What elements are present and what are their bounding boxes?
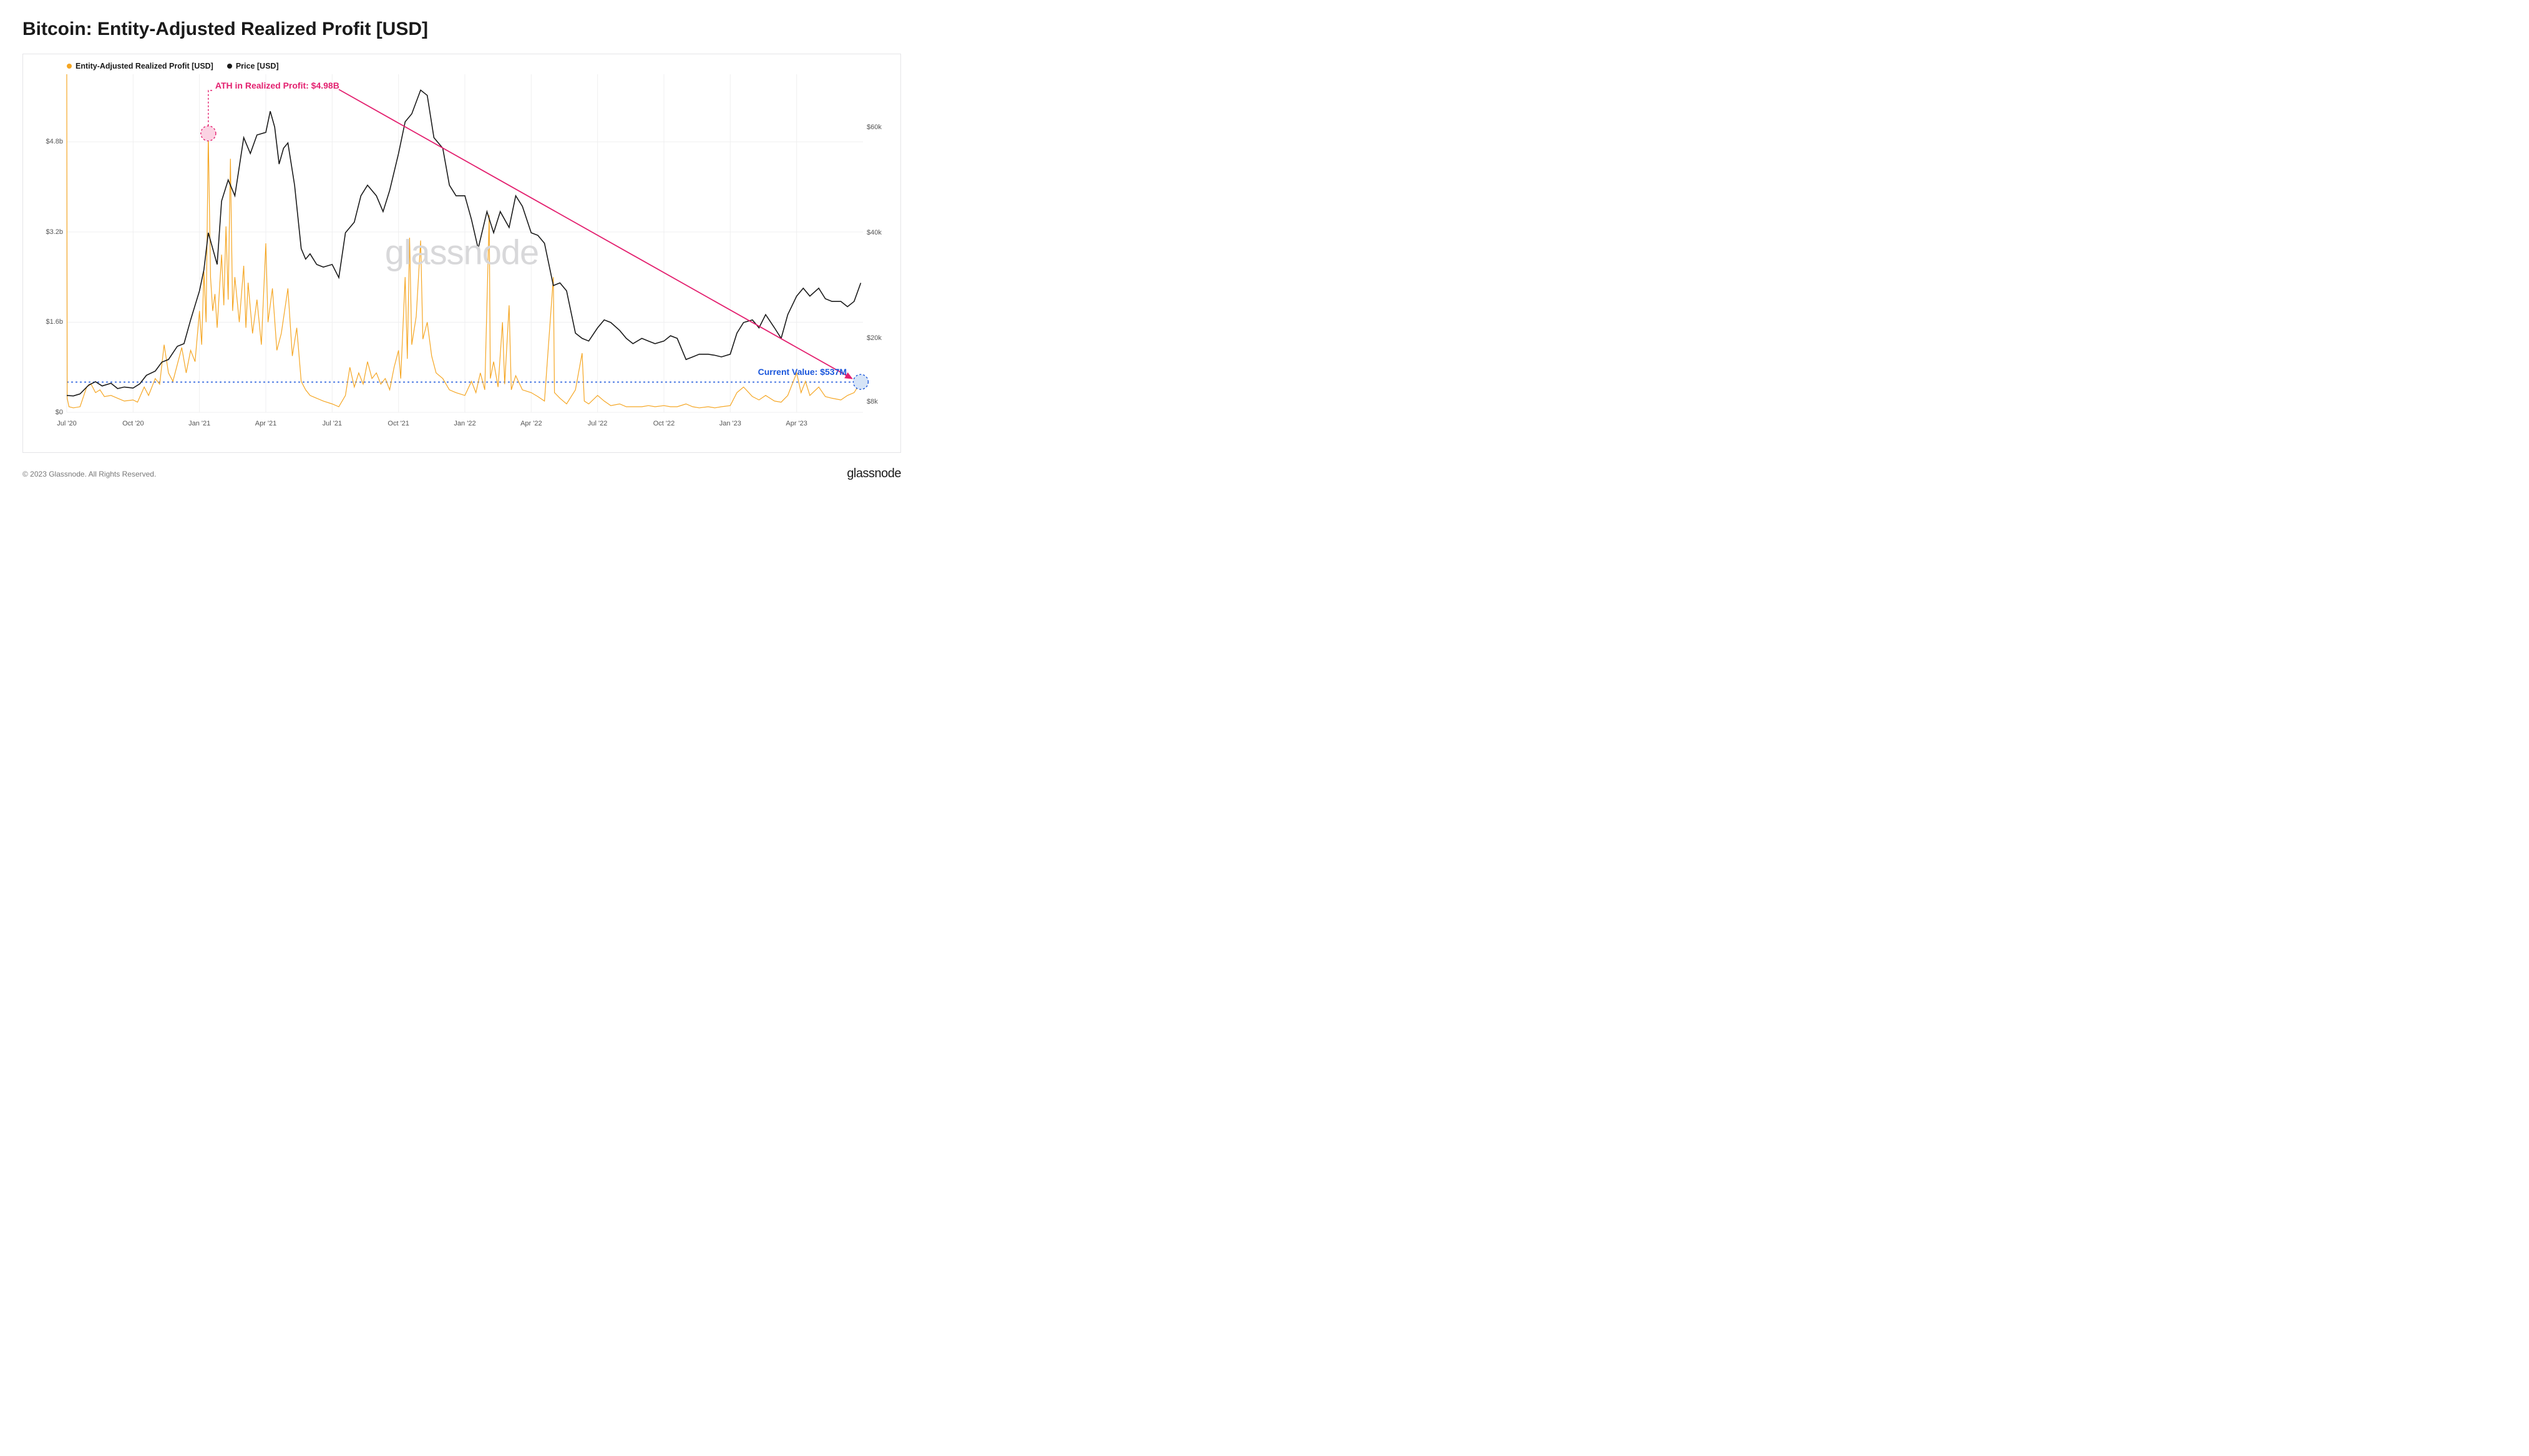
chart-frame: Entity-Adjusted Realized Profit [USD] Pr… xyxy=(22,54,901,453)
x-tick: Apr '22 xyxy=(520,420,542,427)
legend-label-price: Price [USD] xyxy=(236,62,279,70)
copyright: © 2023 Glassnode. All Rights Reserved. xyxy=(22,470,156,478)
current-marker xyxy=(853,374,868,389)
y-left-tick: $0 xyxy=(32,409,63,416)
y-left-tick: $3.2b xyxy=(32,228,63,236)
legend-item-profit: Entity-Adjusted Realized Profit [USD] xyxy=(67,62,213,70)
price-line xyxy=(67,90,861,396)
x-tick: Oct '21 xyxy=(387,420,409,427)
ath-marker xyxy=(201,126,216,141)
brand-logo: glassnode xyxy=(847,467,901,481)
y-right-tick: $8k xyxy=(867,398,892,405)
chart-title: Bitcoin: Entity-Adjusted Realized Profit… xyxy=(22,19,901,40)
x-tick: Jan '22 xyxy=(454,420,475,427)
x-tick: Apr '21 xyxy=(255,420,277,427)
profit-line xyxy=(67,74,861,408)
y-left-tick: $1.6b xyxy=(32,318,63,326)
trend-arrow xyxy=(339,89,852,378)
x-tick: Jul '22 xyxy=(588,420,607,427)
legend-item-price: Price [USD] xyxy=(227,62,279,70)
y-right-tick: $20k xyxy=(867,334,892,342)
x-tick: Jan '23 xyxy=(719,420,741,427)
legend: Entity-Adjusted Realized Profit [USD] Pr… xyxy=(67,62,892,70)
legend-dot-profit xyxy=(67,64,72,69)
plot-area: glassnode $0$1.6b$3.2b$4.8b$8k$20k$40k$6… xyxy=(32,74,892,430)
ath-annotation: ATH in Realized Profit: $4.98B xyxy=(215,80,339,90)
legend-label-profit: Entity-Adjusted Realized Profit [USD] xyxy=(76,62,213,70)
current-annotation: Current Value: $537M xyxy=(758,367,847,377)
y-left-tick: $4.8b xyxy=(32,138,63,145)
footer: © 2023 Glassnode. All Rights Reserved. g… xyxy=(22,467,901,481)
x-tick: Oct '22 xyxy=(653,420,675,427)
legend-dot-price xyxy=(227,64,232,69)
y-right-tick: $40k xyxy=(867,229,892,236)
y-right-tick: $60k xyxy=(867,124,892,131)
x-tick: Jul '21 xyxy=(323,420,342,427)
x-tick: Jul '20 xyxy=(57,420,76,427)
ath-leader xyxy=(208,90,213,126)
x-tick: Apr '23 xyxy=(786,420,807,427)
x-tick: Jan '21 xyxy=(188,420,210,427)
x-tick: Oct '20 xyxy=(122,420,144,427)
